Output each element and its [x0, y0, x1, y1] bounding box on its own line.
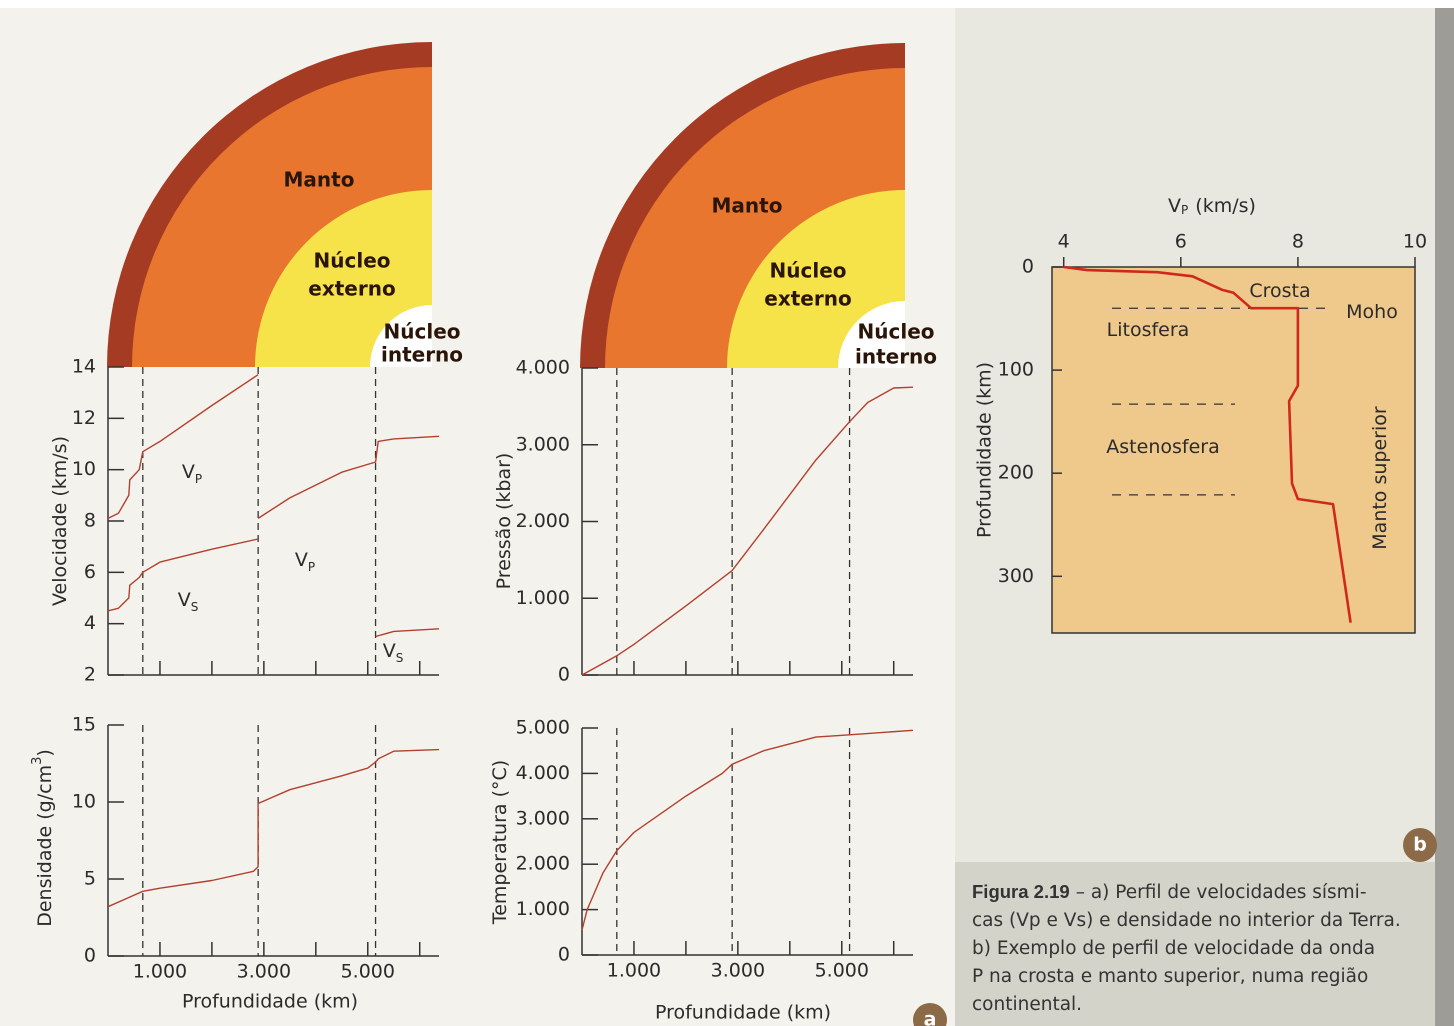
annotation-text: Litosfera [1107, 319, 1190, 341]
annotation: Litosfera [1107, 319, 1190, 341]
x-tick-label: 8 [1292, 231, 1304, 253]
y-tick-label: 6 [84, 561, 96, 583]
caption-text: – a) Perfil de velocidades sísmi- [1076, 882, 1367, 903]
x-axis-label-sub: P [1181, 203, 1188, 217]
y-tick-label: 5.000 [516, 717, 570, 739]
y-axis-label: Velocidade (km/s) [49, 436, 71, 606]
y-tick-label: 0 [1022, 256, 1034, 278]
layer-label: Núcleo [384, 320, 461, 344]
y-tick-label: 4.000 [516, 357, 570, 379]
y-tick-label: 0 [558, 944, 570, 966]
x-tick-label: 1.000 [607, 960, 661, 982]
annotation-text: V [383, 640, 396, 662]
x-tick-label: 5.000 [341, 961, 395, 983]
annotation: Manto superior [1369, 406, 1391, 550]
annotation-text: Manto superior [1369, 406, 1391, 550]
x-axis-label: Profundidade (km) [655, 1002, 831, 1024]
y-axis-label: Densidade (g/cm3) [30, 749, 56, 927]
annotation-text: V [295, 549, 308, 571]
annotation-sub: S [396, 651, 404, 665]
y-tick-label: 8 [84, 510, 96, 532]
y-tick-label: 10 [72, 458, 96, 480]
badge-label: a [924, 1009, 937, 1026]
annotation: Astenosfera [1106, 436, 1219, 458]
y-tick-label: 2.000 [516, 510, 570, 532]
y-tick-label: 200 [998, 462, 1034, 484]
caption-line: Figura 2.19 – a) Perfil de velocidades sí… [972, 878, 1427, 907]
y-tick-label: 300 [998, 565, 1034, 587]
y-tick-label: 2 [84, 664, 96, 686]
y-tick-label: 10 [72, 791, 96, 813]
annotation-text: Astenosfera [1106, 436, 1219, 458]
y-axis-label: Temperatura (°C) [489, 760, 511, 925]
y-axis-label-text: Pressão (kbar) [493, 453, 515, 590]
caption: Figura 2.19 – a) Perfil de velocidades sí… [972, 878, 1427, 1019]
annotation-text: Moho [1346, 301, 1398, 323]
layer-label: interno [855, 345, 937, 369]
annotation-text: Crosta [1249, 280, 1310, 302]
x-tick-label: 3.000 [237, 961, 291, 983]
annotation-sub: S [191, 600, 199, 614]
x-tick-label: 10 [1403, 231, 1427, 253]
layer-label: externo [308, 277, 395, 301]
layer-label: Núcleo [770, 259, 847, 283]
layer-label: Manto [284, 168, 355, 192]
x-tick-label: 3.000 [711, 960, 765, 982]
y-tick-label: 4 [84, 612, 96, 634]
layer-label: interno [381, 343, 463, 367]
y-tick-label: 1.000 [516, 587, 570, 609]
y-axis-label-text: Temperatura (°C) [489, 760, 511, 925]
top-edge [0, 0, 1454, 8]
caption-line: P na crosta e manto superior, numa regiã… [972, 963, 1427, 991]
y-tick-label: 4.000 [516, 762, 570, 784]
y-axis-label-sup: 3 [30, 757, 45, 765]
layer-label: Núcleo [314, 249, 391, 273]
x-tick-label: 6 [1175, 231, 1187, 253]
badge-label: b [1413, 834, 1427, 856]
annotation-sub: P [195, 472, 202, 486]
y-tick-label: 0 [558, 664, 570, 686]
x-tick-label: 4 [1058, 231, 1070, 253]
y-axis-label-end: ) [34, 749, 56, 756]
figure: Manto Núcleo externo Núcleo interno Mant… [0, 0, 1454, 1026]
layer-label: externo [764, 287, 851, 311]
page-body: Manto Núcleo externo Núcleo interno Mant… [0, 0, 1454, 1026]
y-axis-label-text: Densidade (g/cm [34, 765, 56, 927]
y-axis-label-text: Velocidade (km/s) [49, 436, 71, 606]
x-axis-label-unit: (km/s) [1195, 195, 1256, 217]
x-tick-label: 1.000 [133, 961, 187, 983]
y-axis-label: Pressão (kbar) [493, 453, 515, 590]
x-axis-label-text: V [1168, 195, 1181, 217]
y-axis-label: Profundidade (km) [974, 362, 996, 538]
y-tick-label: 1.000 [516, 898, 570, 920]
caption-line: cas (Vp e Vs) e densidade no interior da… [972, 907, 1427, 935]
y-tick-label: 12 [72, 407, 96, 429]
annotation: Moho [1346, 301, 1398, 323]
caption-line: b) Exemplo de perfil de velocidade da on… [972, 935, 1427, 963]
caption-line: continental. [972, 991, 1427, 1019]
layer-label: Manto [712, 194, 783, 218]
annotation-text: V [182, 461, 195, 483]
x-tick-label: 5.000 [815, 960, 869, 982]
page: Figura 2.19 {"chart_data": [ {"type": "l… [0, 0, 1454, 1026]
y-tick-label: 2.000 [516, 853, 570, 875]
y-tick-label: 15 [72, 714, 96, 736]
annotation: Crosta [1249, 280, 1310, 302]
page-edge [1435, 8, 1454, 1026]
y-tick-label: 5 [84, 868, 96, 890]
y-tick-label: 14 [72, 356, 96, 378]
y-tick-label: 3.000 [516, 433, 570, 455]
annotation-sub: P [308, 560, 315, 574]
layer-label: Núcleo [858, 320, 935, 344]
y-tick-label: 0 [84, 945, 96, 967]
caption-label: Figura 2.19 [972, 881, 1070, 902]
y-tick-label: 3.000 [516, 807, 570, 829]
x-axis-label: Profundidade (km) [182, 991, 358, 1013]
annotation-text: V [178, 589, 191, 611]
y-tick-label: 100 [998, 359, 1034, 381]
